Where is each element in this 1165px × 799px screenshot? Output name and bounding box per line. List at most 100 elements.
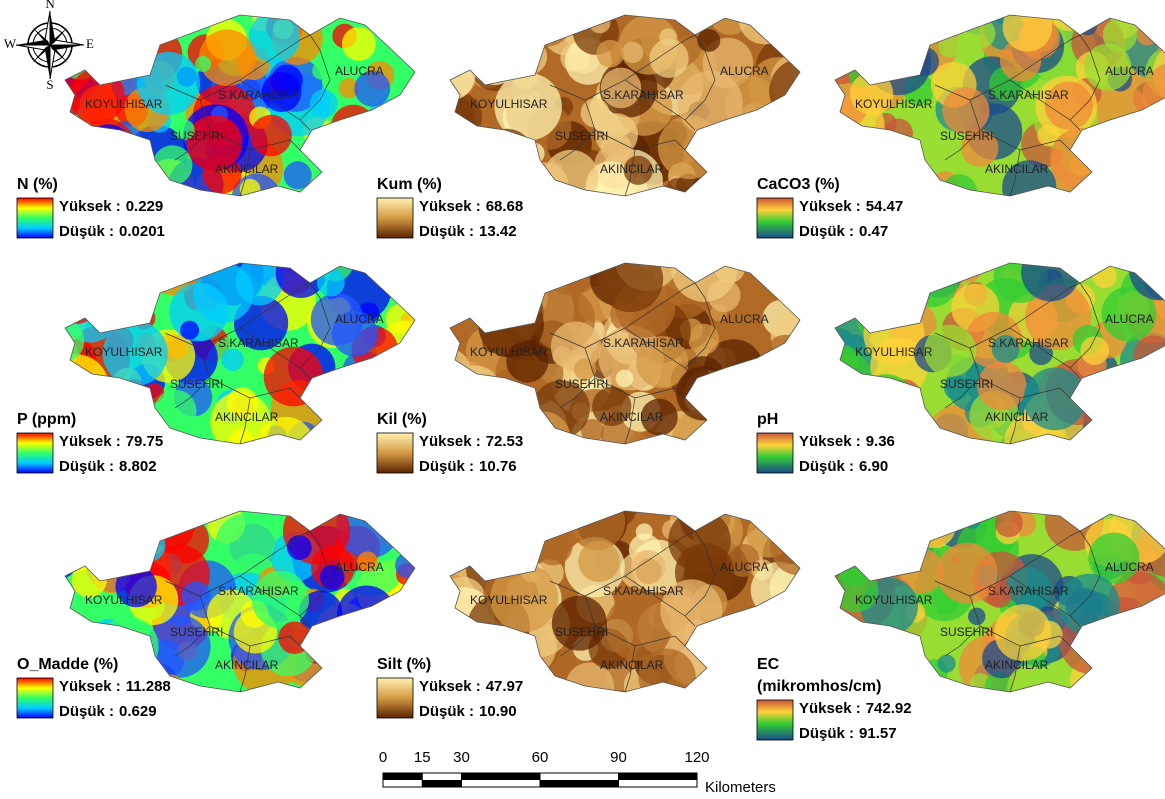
surface-blob — [994, 604, 1051, 661]
surface-blob — [337, 586, 396, 645]
surface-blob — [55, 501, 93, 539]
surface-blob — [250, 115, 292, 157]
surface-blob — [445, 483, 506, 544]
legend-swatch — [757, 700, 793, 740]
surface-blob — [870, 489, 921, 540]
surface-blob — [321, 617, 377, 673]
district-label: KOYULHISAR — [85, 97, 163, 111]
surface-blob — [857, 543, 876, 562]
surface-blob — [770, 601, 803, 634]
figure: N E S W KOYULHISARS.KARAHISARSUSEHRIAKIN… — [0, 0, 1165, 799]
surface-blob — [735, 115, 752, 132]
surface-blob — [78, 167, 98, 187]
surface-blob — [423, 49, 475, 101]
surface-blob — [47, 517, 91, 561]
district-label: KOYULHISAR — [85, 593, 163, 607]
surface-blob — [888, 379, 921, 412]
surface-blob — [596, 40, 624, 68]
surface-blob — [766, 0, 825, 55]
surface-blob — [860, 41, 882, 63]
legend-high-value: 79.75 — [126, 433, 164, 450]
surface-blob — [64, 500, 84, 520]
surface-blob — [1161, 110, 1165, 158]
legend-low-value: 0.47 — [859, 223, 888, 240]
legend-high-label: Yüksek : — [799, 433, 861, 450]
surface-blob — [631, 550, 665, 584]
surface-blob — [534, 526, 573, 565]
surface-blob — [1021, 243, 1080, 302]
surface-blob — [392, 378, 418, 404]
district-label: AKINCILAR — [600, 162, 664, 176]
surface-blob — [942, 87, 989, 134]
surface-blob — [942, 174, 977, 209]
surface-blob — [1106, 116, 1155, 165]
surface-blob — [389, 235, 447, 293]
surface-blob — [1156, 9, 1165, 50]
surface-blob — [1147, 0, 1165, 29]
surface-blob — [264, 347, 324, 407]
compass-e: E — [86, 36, 94, 51]
surface-blob — [322, 386, 379, 443]
legend-high-value: 47.97 — [486, 678, 524, 695]
surface-blob — [504, 631, 529, 656]
surface-blob — [589, 12, 610, 33]
district-label: SUSEHRI — [555, 625, 608, 639]
map-panel: KOYULHISARS.KARAHISARSUSEHRIAKINCILARALU… — [419, 0, 835, 228]
surface-blob — [169, 6, 188, 25]
surface-blob — [469, 33, 521, 85]
scale-segment — [422, 780, 461, 787]
surface-blob — [938, 35, 960, 57]
district-label: S.KARAHISAR — [603, 88, 684, 102]
legend-high-value: 72.53 — [486, 433, 524, 450]
legend-swatch — [377, 678, 413, 718]
surface-blob — [215, 514, 274, 573]
surface-blob — [873, 166, 895, 188]
legend-high-label: Yüksek : — [59, 433, 121, 450]
surface-blob — [516, 412, 571, 467]
surface-blob — [494, 385, 536, 427]
surface-blob — [133, 529, 166, 562]
district-label: KOYULHISAR — [470, 593, 548, 607]
surface-blob — [995, 509, 1023, 537]
surface-blob — [1003, 2, 1053, 52]
district-label: S.KARAHISAR — [218, 88, 299, 102]
surface-blob — [74, 129, 137, 192]
surface-blob — [710, 652, 747, 689]
surface-blob — [643, 432, 668, 457]
scale-segment — [619, 773, 698, 780]
district-label: S.KARAHISAR — [218, 336, 299, 350]
surface-blob — [622, 42, 643, 63]
surface-blob — [111, 7, 131, 27]
surface-blob — [182, 582, 211, 611]
surface-blob — [322, 381, 352, 411]
legend-high-value: 54.47 — [866, 198, 904, 215]
surface-blob — [834, 618, 896, 680]
surface-blob — [520, 257, 555, 292]
surface-blob — [676, 366, 730, 420]
legend-high-label: Yüksek : — [419, 678, 481, 695]
legend-swatch — [377, 433, 413, 473]
surface-blob — [89, 33, 128, 72]
scale-segment — [540, 780, 619, 787]
surface-blob — [501, 250, 518, 267]
surface-blob — [91, 0, 156, 52]
legend-title: Kum (%) — [377, 176, 442, 193]
legend-low-value: 0.629 — [119, 703, 157, 720]
legend-low-label: Düşük : — [59, 703, 114, 720]
legend-swatch — [377, 198, 413, 238]
legend-low-label: Düşük : — [419, 223, 474, 240]
surface-blob — [819, 272, 855, 308]
surface-blob — [835, 626, 880, 671]
surface-blob — [515, 360, 538, 383]
surface-blob — [523, 143, 544, 164]
district-label: SUSEHRI — [170, 625, 223, 639]
surface-blob — [324, 367, 375, 418]
surface-blob — [756, 489, 806, 539]
surface-blob — [445, 634, 485, 674]
surface-blob — [1058, 574, 1120, 636]
surface-blob — [866, 155, 904, 193]
district-label: AKINCILAR — [985, 162, 1049, 176]
surface-blob — [544, 150, 599, 205]
surface-blob — [810, 21, 873, 84]
legend-high-value: 742.92 — [866, 700, 912, 717]
